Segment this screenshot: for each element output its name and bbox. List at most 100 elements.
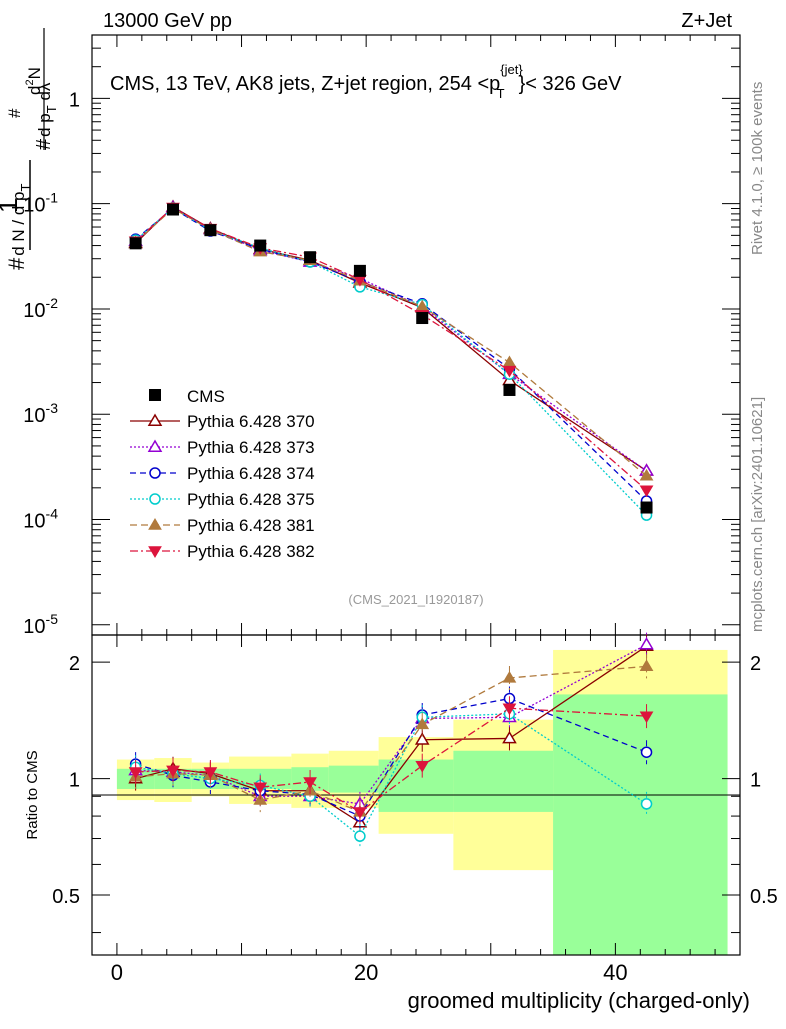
y-tick-exponent: -2 [46, 295, 59, 311]
mcplots-credit-text: mcplots.cern.ch [arXiv:2401.10621] [749, 397, 766, 632]
ratio-point [502, 730, 517, 744]
ratio-tick-label-right: 2 [750, 653, 761, 675]
legend-item-data: CMS [149, 387, 225, 406]
ratio-y-axis-label: Ratio to CMS [24, 750, 41, 839]
inner-band-bin [328, 765, 379, 793]
inner-band-bin [378, 759, 454, 812]
ratio-point [640, 798, 653, 810]
legend-marker [149, 467, 161, 479]
rivet-version-text: Rivet 4.1.0, ≥ 100k events [749, 82, 766, 255]
ratio-point [203, 767, 218, 779]
ratio-point [253, 782, 268, 795]
ratio-point [414, 732, 430, 745]
axis-ticks: 0 20 40 1 10-1 10-2 10-3 10-4 10-5 0.5 0.5 1 1 2 2 [23, 34, 778, 985]
legend-marker [148, 518, 162, 530]
legend-item: Pythia 6.428 373 [130, 438, 315, 457]
series-line [135, 207, 647, 477]
x-axis-label: groomed multiplicity (charged-only) [408, 988, 750, 1013]
y-tick-exponent: -5 [46, 611, 59, 627]
svg-text:#: # [5, 108, 24, 118]
y-tick-exponent: -3 [46, 400, 59, 416]
y-tick-exponent: -4 [46, 506, 59, 522]
legend-label: Pythia 6.428 381 [187, 516, 315, 535]
legend-label: Pythia 6.428 382 [187, 542, 315, 561]
ratio-point [128, 767, 143, 779]
series-line [135, 206, 647, 472]
ratio-point [640, 746, 653, 758]
ratio-point [303, 777, 317, 789]
y-tick-label: 10-3 [23, 400, 58, 427]
ratio-tick-label-right: 0.5 [750, 886, 778, 908]
legend-item: Pythia 6.428 375 [130, 490, 315, 509]
ratio-point [639, 637, 654, 650]
y-tick-label: 10-2 [23, 295, 58, 322]
x-tick-label: 0 [111, 960, 123, 985]
ratio-tick-label-left: 2 [69, 653, 80, 675]
data-point [204, 224, 217, 237]
ratio-tick-label-right: 1 [750, 770, 761, 792]
ratio-line [135, 643, 647, 805]
series-point [502, 355, 517, 368]
ratio-point [502, 703, 517, 716]
y-tick-label: 10-4 [23, 506, 58, 533]
legend-marker [149, 493, 161, 505]
legend-item: Pythia 6.428 381 [130, 516, 315, 535]
ratio-point [639, 659, 654, 672]
legend-label: Pythia 6.428 373 [187, 438, 315, 457]
inner-band-bin [553, 694, 728, 955]
x-tick-label: 20 [354, 960, 378, 985]
legend-label: Pythia 6.428 370 [187, 412, 315, 431]
y-tick-exponent: -1 [46, 190, 59, 206]
data-points [129, 203, 653, 514]
data-point [129, 237, 142, 250]
x-tick-label: 40 [603, 960, 627, 985]
legend-marker [149, 389, 161, 401]
inner-band-bin [453, 750, 554, 812]
series-line [135, 206, 647, 472]
process-label: Z+Jet [681, 10, 732, 32]
uncertainty-bands [116, 649, 728, 955]
legend-label: Pythia 6.428 374 [187, 464, 315, 483]
ratio-point [166, 765, 180, 778]
legend-item: Pythia 6.428 382 [130, 542, 315, 561]
series-line [135, 207, 647, 502]
ratio-point [415, 760, 430, 773]
main-y-axis-label: #d N / d pT 1 #d pT dλ # d2N [0, 28, 59, 270]
plot-title: CMS, 13 TeV, AK8 jets, Z+jet region, 254… [110, 62, 622, 101]
legend-item: Pythia 6.428 374 [130, 464, 315, 483]
legend-item: Pythia 6.428 370 [130, 412, 315, 431]
analysis-watermark: (CMS_2021_I1920187) [348, 592, 483, 607]
data-point [254, 239, 267, 252]
ratio-point [354, 830, 366, 842]
ratio-tick-label-left: 0.5 [52, 886, 80, 908]
ratio-point [353, 807, 367, 819]
data-point [167, 203, 179, 216]
y-tick-label: 1 [69, 89, 80, 111]
series-point [502, 365, 517, 378]
ratio-tick-label-left: 1 [69, 770, 80, 792]
series-point [639, 468, 654, 481]
ratio-point [502, 670, 517, 683]
ratio-point [415, 717, 430, 730]
legend-label: Pythia 6.428 375 [187, 490, 315, 509]
data-point [304, 251, 317, 264]
data-point [503, 383, 516, 396]
ratio-point [639, 711, 654, 724]
data-point [640, 501, 653, 514]
legend-marker [148, 546, 162, 558]
ratio-series [128, 632, 654, 849]
data-point [353, 264, 366, 277]
legend: CMS Pythia 6.428 370 Pythia 6.428 373 Pythi… [130, 387, 315, 561]
energy-label: 13000 GeV pp [103, 10, 232, 32]
legend-marker [147, 439, 163, 452]
legend-label: CMS [187, 387, 225, 406]
y-tick-label: 10-1 [23, 190, 58, 217]
data-point [416, 312, 429, 325]
svg-text:1: 1 [0, 199, 23, 213]
legend-marker [147, 413, 163, 426]
series-point [639, 485, 654, 498]
y-tick-label: 10-5 [23, 611, 58, 638]
svg-text:d2N: d2N [24, 67, 44, 95]
ratio-line [135, 697, 647, 817]
